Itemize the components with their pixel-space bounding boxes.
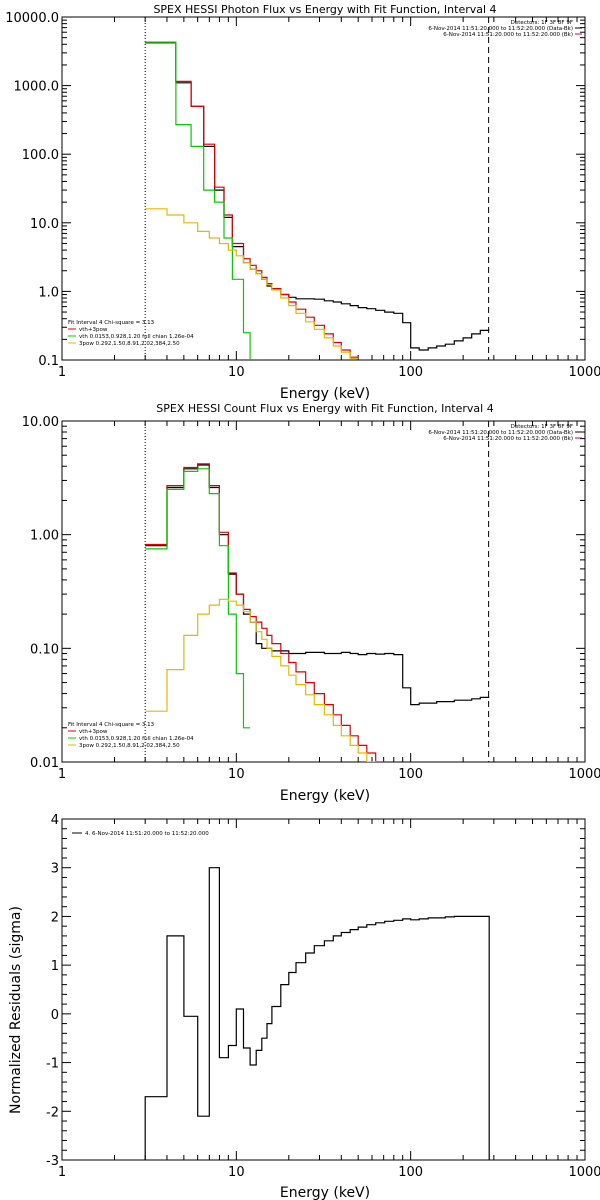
plot-frame — [61, 818, 586, 1161]
series-1-line — [145, 463, 385, 762]
y-tick-label: 0.1 — [38, 354, 59, 369]
x-tick-label: 100 — [398, 767, 423, 782]
y-tick-label: 2 — [51, 910, 59, 925]
chart-title: SPEX HESSI Count Flux vs Energy with Fit… — [156, 402, 493, 415]
legend-entry: vth 0.0153,0.928,1.20 full chian 1.26e-0… — [79, 736, 194, 742]
x-axis-label: Energy (keV) — [280, 386, 370, 402]
legend-entry: Detectors: 1F 3F 8F 9F — [511, 20, 573, 26]
x-tick-label: 100 — [398, 365, 423, 380]
legend-entry: 3pow 0.292,1.50,8.91,2.02,384,2.50 — [79, 341, 180, 347]
y-tick-label: 10.00 — [22, 415, 59, 430]
legend-entry: 6-Nov-2014 11:51:20.000 to 11:52:20.000 … — [428, 26, 573, 32]
residuals-panel: Energy (keV) Normalized Residuals (sigma… — [8, 813, 600, 1200]
x-tick-label: 10 — [228, 365, 245, 380]
series-2-line — [145, 41, 251, 360]
y-tick-label: 1.0 — [38, 285, 59, 300]
count-flux-panel: SPEX HESSI Count Flux vs Energy with Fit… — [22, 402, 600, 804]
legend-entry: 6-Nov-2014 11:51:20.000 to 11:52:20.000 … — [443, 436, 573, 442]
legend-entry: vth+3pow — [79, 729, 108, 735]
y-tick-label: 100.0 — [22, 148, 59, 163]
y-tick-label: 1 — [51, 959, 59, 974]
x-tick-label: 1 — [58, 1165, 66, 1180]
x-tick-label: 10 — [228, 767, 245, 782]
legend-entry: vth+3pow — [79, 327, 108, 333]
legend-entry: vth 0.0153,0.928,1.20 full chian 1.26e-0… — [79, 334, 194, 340]
x-tick-label: 10 — [228, 1165, 245, 1180]
x-axis-label: Energy (keV) — [280, 788, 370, 804]
x-tick-label: 100 — [398, 1165, 423, 1180]
legend-entry: Fit Interval 4 Chi-square = 3.13 — [68, 320, 155, 326]
y-tick-label: -3 — [46, 1154, 59, 1169]
y-tick-label: 10000.0 — [5, 11, 59, 26]
series-3-line — [145, 208, 359, 360]
x-tick-label: 1000 — [568, 767, 600, 782]
legend-entry: 6-Nov-2014 11:51:20.000 to 11:52:20.000 … — [443, 32, 573, 38]
y-tick-label: 0.10 — [30, 642, 59, 657]
legend-entry: Detectors: 1F 3F 8F 9F — [511, 424, 573, 430]
series-0-line — [145, 42, 490, 351]
y-tick-label: 0 — [51, 1008, 59, 1023]
legend-entry: 4. 6-Nov-2014 11:51:20.000 to 11:52:20.0… — [85, 831, 209, 837]
y-tick-label: 10.0 — [30, 217, 59, 232]
legend-entry: 3pow 0.292,1.50,8.91,2.02,384,2.50 — [79, 743, 180, 749]
x-tick-label: 1 — [58, 365, 66, 380]
legend-entry: 6-Nov-2014 11:51:20.000 to 11:52:20.000 … — [428, 430, 573, 436]
x-tick-label: 1000 — [568, 1165, 600, 1180]
y-tick-label: 0.01 — [30, 756, 59, 771]
y-tick-label: 1000.0 — [14, 80, 60, 95]
plot-frame — [61, 16, 586, 361]
series-2-line — [145, 468, 251, 729]
y-tick-label: 3 — [51, 862, 59, 877]
legend-entry: Fit Interval 4 Chi-square = 3.13 — [68, 722, 155, 728]
photon-flux-panel: SPEX HESSI Photon Flux vs Energy with Fi… — [5, 3, 600, 402]
x-tick-label: 1 — [58, 767, 66, 782]
series-0-line — [144, 867, 490, 1160]
y-axis-label: Normalized Residuals (sigma) — [8, 906, 24, 1114]
y-tick-label: 4 — [51, 813, 59, 828]
chart-title: SPEX HESSI Photon Flux vs Energy with Fi… — [153, 3, 496, 16]
y-tick-label: -1 — [46, 1057, 59, 1072]
x-tick-label: 1000 — [568, 365, 600, 380]
y-tick-label: 1.00 — [30, 529, 59, 544]
y-tick-label: -2 — [46, 1105, 59, 1120]
series-0-line — [145, 464, 490, 706]
series-1-line — [145, 41, 359, 358]
x-axis-label: Energy (keV) — [280, 1185, 370, 1200]
series-3-line — [145, 598, 377, 762]
plot-frame — [61, 420, 586, 763]
